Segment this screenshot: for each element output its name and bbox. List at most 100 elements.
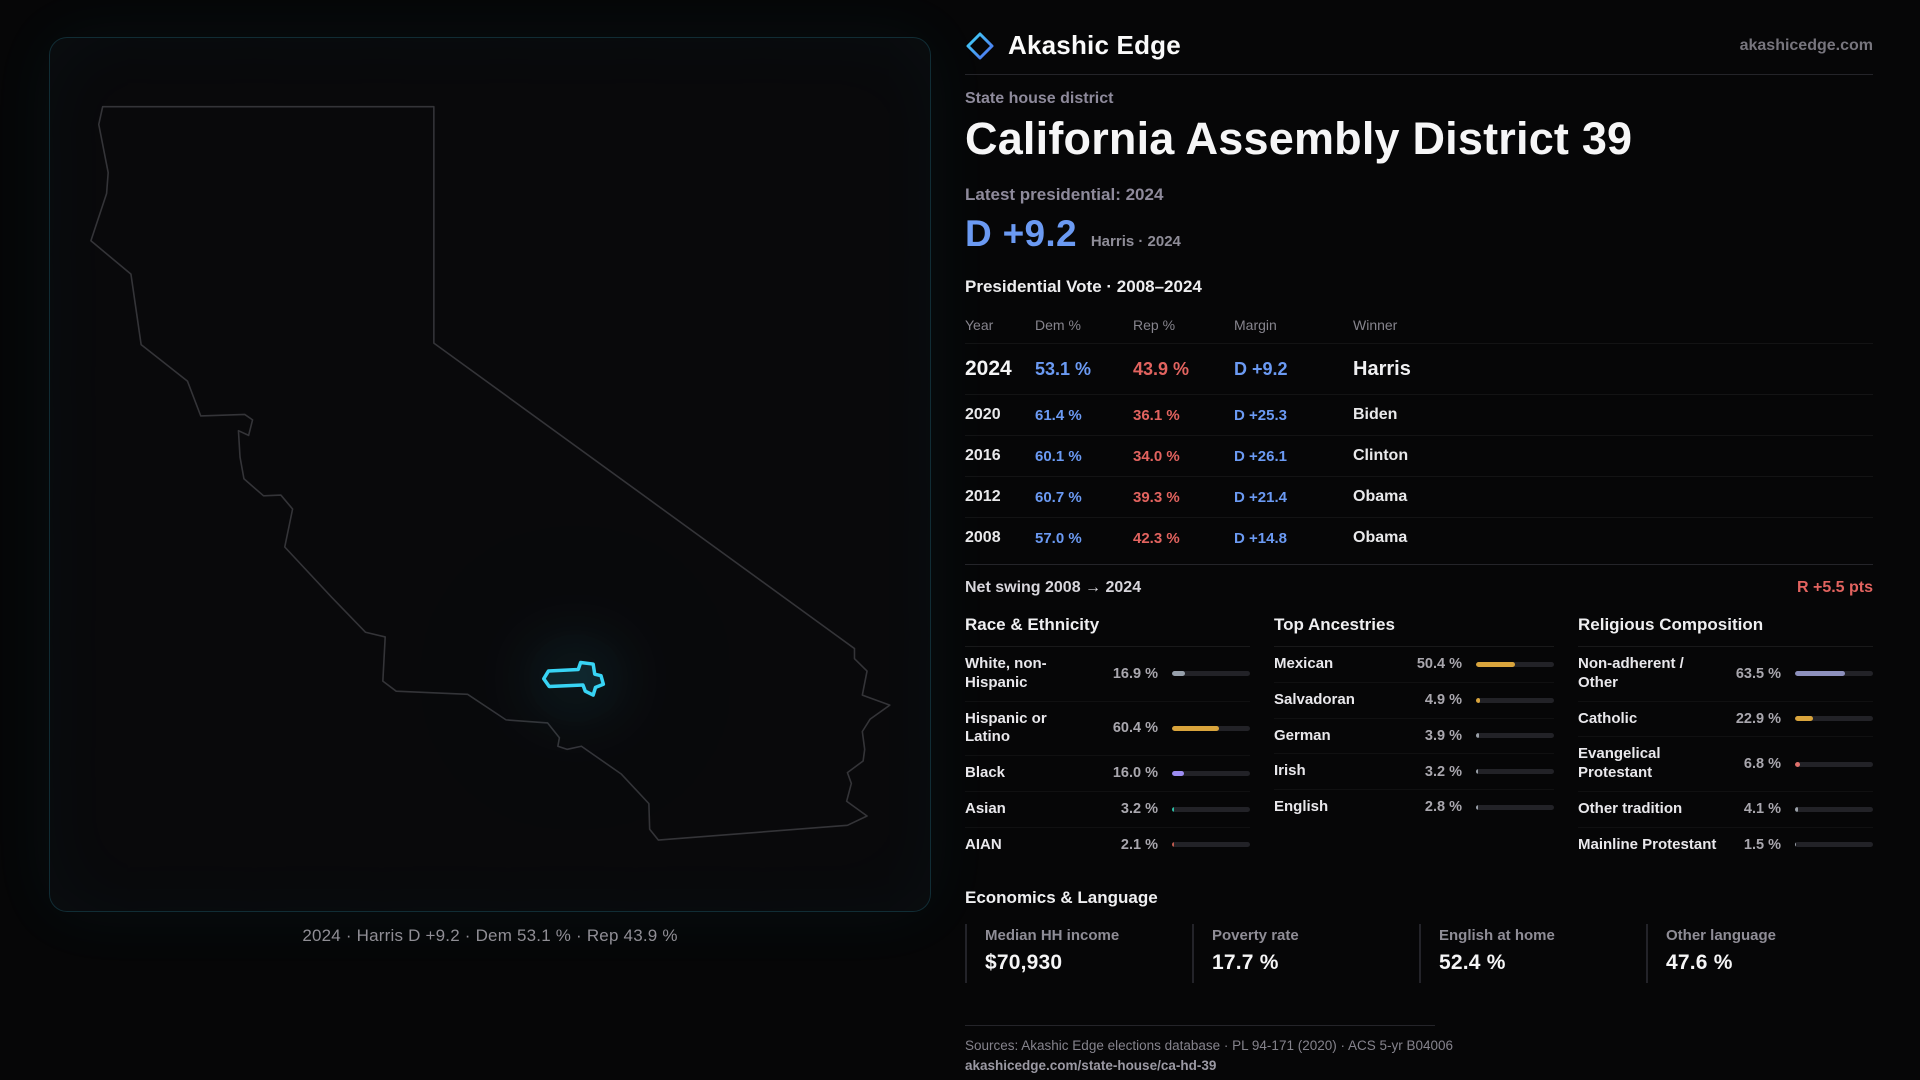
col-margin: Margin bbox=[1234, 317, 1277, 333]
demo-label: Salvadoran bbox=[1274, 690, 1355, 708]
demo-bar-fill bbox=[1795, 761, 1801, 767]
demo-bar-fill bbox=[1795, 671, 1845, 677]
page-title: California Assembly District 39 bbox=[965, 113, 1633, 164]
demo-bar-fill bbox=[1795, 716, 1813, 722]
demo-value: 16.9 % bbox=[1112, 665, 1158, 682]
demo-label: Other tradition bbox=[1578, 799, 1683, 817]
cell-rep: 39.3 % bbox=[1133, 488, 1180, 506]
cell-dem: 61.4 % bbox=[1035, 406, 1082, 424]
demo-row: Black 16.0 % bbox=[965, 756, 1250, 792]
cell-winner: Obama bbox=[1353, 488, 1408, 505]
margin-value: D +9.2 bbox=[965, 213, 1077, 254]
margin-note: Harris · 2024 bbox=[1090, 233, 1181, 250]
demo-label: Irish bbox=[1274, 762, 1306, 780]
cell-rep: 43.9 % bbox=[1133, 358, 1190, 379]
stat-label: Poverty rate bbox=[1212, 927, 1299, 945]
net-swing-label: Net swing 2008 → 2024 bbox=[965, 579, 1142, 596]
cell-rep: 34.0 % bbox=[1133, 447, 1180, 465]
table-row: 2016 60.1 % 34.0 % D +26.1 Clinton bbox=[965, 436, 1873, 477]
brand-domain-link[interactable]: akashicedge.com bbox=[1739, 36, 1873, 54]
religion-column: Religious Composition Non-adherent / Oth… bbox=[1578, 615, 1873, 862]
demo-row: Irish 3.2 % bbox=[1274, 754, 1554, 790]
demo-label: White, non-Hispanic bbox=[965, 655, 1047, 691]
cell-winner: Biden bbox=[1353, 406, 1398, 423]
cell-rep: 36.1 % bbox=[1133, 406, 1180, 424]
cell-margin: D +14.8 bbox=[1234, 529, 1287, 547]
cell-year: 2020 bbox=[965, 406, 1001, 423]
net-swing-row: Net swing 2008 → 2024 R +5.5 pts bbox=[965, 579, 1873, 597]
demo-bar-track bbox=[1795, 842, 1873, 848]
table-row: 2008 57.0 % 42.3 % D +14.8 Obama bbox=[965, 518, 1873, 558]
cell-dem: 60.7 % bbox=[1035, 488, 1082, 506]
district-map-panel bbox=[49, 37, 931, 912]
stat-value: 17.7 % bbox=[1212, 951, 1279, 975]
demo-bar-fill bbox=[1172, 770, 1185, 776]
demo-value: 2.1 % bbox=[1120, 836, 1158, 853]
demo-bar-track bbox=[1172, 842, 1250, 848]
demo-row: Salvadoran 4.9 % bbox=[1274, 683, 1554, 719]
demo-bar-track bbox=[1795, 716, 1873, 722]
cell-year: 2012 bbox=[965, 488, 1001, 505]
table-header-row: Year Dem % Rep % Margin Winner bbox=[965, 309, 1873, 344]
demo-row: Non-adherent / Other 63.5 % bbox=[1578, 647, 1873, 702]
col-rep: Rep % bbox=[1133, 317, 1176, 333]
demo-value: 6.8 % bbox=[1743, 756, 1781, 772]
demo-label: Hispanic or Latino bbox=[965, 709, 1047, 746]
header: Akashic Edge akashicedge.com bbox=[965, 0, 1873, 61]
headline-margin: D +9.2 Harris · 2024 bbox=[965, 213, 1873, 255]
demo-value: 4.9 % bbox=[1424, 692, 1462, 709]
cell-year: 2024 bbox=[965, 357, 1012, 380]
demo-label: Asian bbox=[965, 799, 1006, 817]
demo-value: 4.1 % bbox=[1743, 801, 1781, 818]
stat-median-hh-income: Median HH income $70,930 bbox=[965, 924, 1192, 984]
demo-row: German 3.9 % bbox=[1274, 719, 1554, 755]
demo-value: 50.4 % bbox=[1416, 656, 1462, 673]
demo-bar-track bbox=[1476, 804, 1554, 810]
demo-label: German bbox=[1274, 726, 1331, 744]
cell-dem: 53.1 % bbox=[1035, 358, 1092, 379]
demo-bar-track bbox=[1795, 761, 1873, 767]
demo-value: 22.9 % bbox=[1735, 710, 1781, 727]
latest-presidential-label: Latest presidential: 2024 bbox=[965, 185, 1164, 204]
demo-bar-fill bbox=[1172, 842, 1174, 848]
demo-value: 63.5 % bbox=[1735, 665, 1781, 682]
permalink[interactable]: akashicedge.com/state-house/ca-hd-39 bbox=[965, 1058, 1217, 1074]
demo-bar-track bbox=[1172, 725, 1250, 731]
cell-year: 2008 bbox=[965, 529, 1001, 546]
footer: Sources: Akashic Edge elections database… bbox=[965, 1025, 1873, 1073]
stat-label: Other language bbox=[1666, 927, 1777, 945]
vote-table-title: Presidential Vote · 2008–2024 bbox=[965, 277, 1202, 296]
california-outline bbox=[91, 107, 890, 840]
demo-label: Mexican bbox=[1274, 655, 1334, 672]
demo-label: Evangelical Protestant bbox=[1578, 745, 1661, 781]
demo-value: 16.0 % bbox=[1112, 765, 1158, 782]
section-title: Religious Composition bbox=[1578, 615, 1873, 647]
cell-margin: D +26.1 bbox=[1234, 447, 1287, 465]
demo-label: English bbox=[1274, 798, 1329, 815]
cell-dem: 57.0 % bbox=[1035, 529, 1082, 547]
stat-value: 47.6 % bbox=[1666, 951, 1733, 975]
race-ethnicity-column: Race & Ethnicity White, non-Hispanic 16.… bbox=[965, 615, 1250, 862]
stat-value: 52.4 % bbox=[1439, 951, 1506, 975]
demo-value: 3.2 % bbox=[1424, 763, 1462, 780]
demo-bar-fill bbox=[1476, 769, 1479, 775]
brand-name: Akashic Edge bbox=[1008, 30, 1181, 60]
demo-row: Other tradition 4.1 % bbox=[1578, 792, 1873, 828]
table-row: 2012 60.7 % 39.3 % D +21.4 Obama bbox=[965, 477, 1873, 518]
cell-margin: D +21.4 bbox=[1234, 488, 1287, 506]
demo-bar-track bbox=[1476, 733, 1554, 739]
district-type-kicker: State house district bbox=[965, 90, 1114, 107]
district-39-outline bbox=[544, 663, 604, 696]
demo-row: Mexican 50.4 % bbox=[1274, 647, 1554, 683]
economics-title: Economics & Language bbox=[965, 888, 1158, 908]
cell-winner: Clinton bbox=[1353, 447, 1409, 464]
demo-bar-track bbox=[1476, 697, 1554, 703]
demo-row: Evangelical Protestant 6.8 % bbox=[1578, 737, 1873, 792]
map-caption: 2024 · Harris D +9.2 · Dem 53.1 % · Rep … bbox=[302, 926, 678, 945]
table-divider bbox=[965, 564, 1873, 565]
demo-bar-track bbox=[1476, 661, 1554, 667]
demo-bar-track bbox=[1476, 769, 1554, 775]
demo-label: AIAN bbox=[965, 835, 1002, 853]
presidential-vote-table: Year Dem % Rep % Margin Winner 2024 53.1… bbox=[965, 309, 1873, 558]
ancestries-column: Top Ancestries Mexican 50.4 % Salvadoran… bbox=[1274, 615, 1554, 862]
